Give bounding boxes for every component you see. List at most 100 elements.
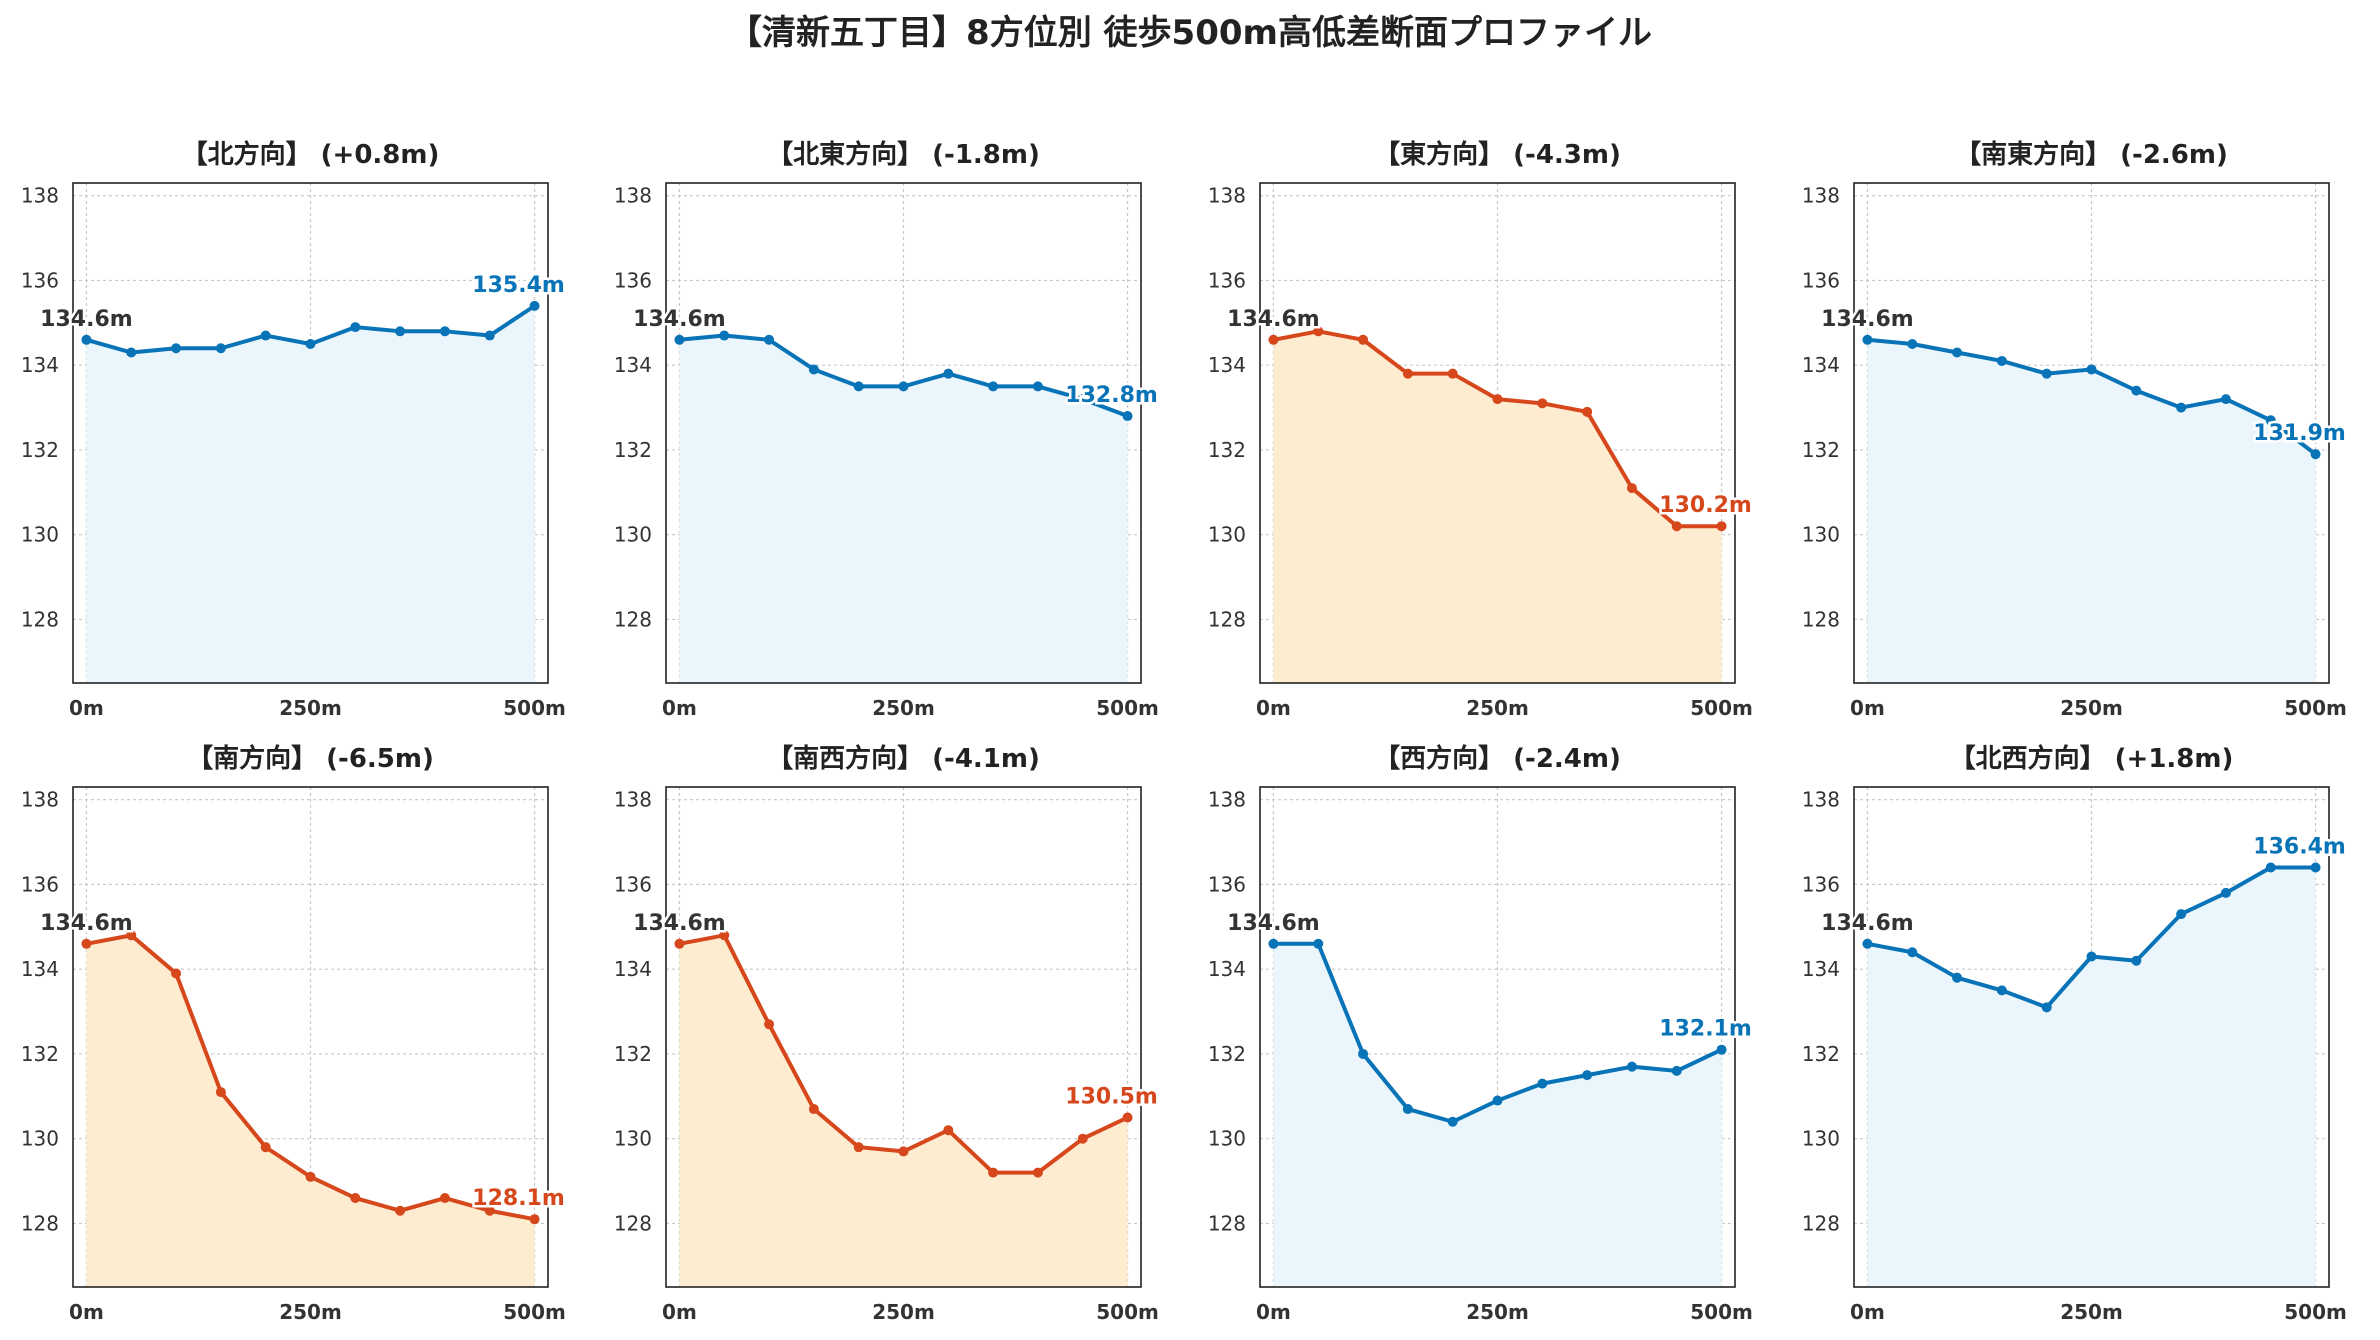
profile-point	[1671, 521, 1682, 532]
profile-point	[529, 1214, 540, 1225]
profile-point	[1077, 1133, 1088, 1144]
profile-point	[305, 1171, 316, 1182]
profile-point	[1716, 1044, 1727, 1055]
x-tick-label: 0m	[69, 1300, 104, 1324]
profile-point	[2131, 955, 2142, 966]
y-tick-label: 134	[614, 957, 652, 981]
x-tick-label: 500m	[503, 1300, 566, 1324]
profile-point	[215, 343, 226, 354]
profile-point	[81, 334, 92, 345]
y-tick-label: 138	[21, 184, 59, 208]
profile-area	[1867, 339, 2316, 683]
profile-point	[1907, 339, 1918, 350]
profile-point	[1492, 1095, 1503, 1106]
y-tick-label: 136	[1802, 872, 1840, 896]
profile-point	[2041, 368, 2052, 379]
x-tick-label: 0m	[662, 696, 697, 720]
start-elevation-label: 134.6m	[40, 911, 133, 936]
end-elevation-label: 130.2m	[1659, 493, 1752, 518]
profile-point	[1671, 1065, 1682, 1076]
profile-point	[484, 330, 495, 341]
profile-point	[2220, 887, 2231, 898]
y-tick-label: 130	[1208, 1127, 1246, 1151]
profile-point	[2310, 862, 2321, 873]
x-tick-label: 500m	[1096, 1300, 1159, 1324]
y-tick-label: 128	[1802, 1211, 1840, 1235]
profile-point	[1313, 938, 1324, 949]
profile-area	[86, 305, 535, 683]
end-elevation-label: 132.8m	[1065, 383, 1158, 408]
profile-area	[86, 935, 535, 1287]
profile-point	[1996, 355, 2007, 366]
x-tick-label: 0m	[662, 1300, 697, 1324]
panel-title: 【南東方向】 (-2.6m)	[1955, 139, 2228, 170]
y-tick-label: 136	[1208, 268, 1246, 292]
y-tick-label: 132	[21, 1042, 59, 1066]
figure-title: 【清新五丁目】8方位別 徒歩500m高低差断面プロファイル	[728, 13, 1652, 53]
plot-frame	[72, 786, 549, 1288]
profile-point	[719, 930, 730, 941]
x-tick-label: 500m	[1690, 696, 1753, 720]
y-tick-label: 128	[614, 1211, 652, 1235]
panel-title: 【北方向】 (+0.8m)	[182, 139, 440, 170]
plot-frame	[1853, 786, 2330, 1288]
y-tick-label: 134	[1208, 957, 1246, 981]
x-tick-label: 500m	[1096, 696, 1159, 720]
plot-frame	[72, 182, 549, 684]
profile-point	[260, 330, 271, 341]
y-tick-label: 130	[21, 523, 59, 547]
start-elevation-label: 134.6m	[633, 911, 726, 936]
profile-point	[81, 938, 92, 949]
y-tick-label: 138	[1802, 788, 1840, 812]
profile-point	[395, 1205, 406, 1216]
profile-point	[1358, 334, 1369, 345]
x-tick-label: 250m	[2060, 1300, 2123, 1324]
profile-point	[1862, 938, 1873, 949]
x-tick-label: 0m	[69, 696, 104, 720]
x-tick-label: 500m	[503, 696, 566, 720]
profile-panel: 【北方向】 (+0.8m) 128 130 132 134 136 138 0m 250m 500…	[21, 139, 568, 720]
profile-area	[1273, 331, 1722, 683]
panel-title: 【北東方向】 (-1.8m)	[767, 139, 1040, 170]
profile-point	[808, 1104, 819, 1115]
profile-point	[215, 1087, 226, 1098]
y-tick-label: 132	[1208, 1042, 1246, 1066]
profile-point	[1492, 394, 1503, 405]
profile-point	[2086, 951, 2097, 962]
y-tick-label: 130	[1208, 523, 1246, 547]
profile-point	[350, 322, 361, 333]
profile-point	[1537, 398, 1548, 409]
y-tick-label: 130	[21, 1127, 59, 1151]
start-elevation-label: 134.6m	[1821, 307, 1914, 332]
profile-point	[171, 343, 182, 354]
profile-panel: 【南東方向】 (-2.6m) 128 130 132 134 136 138 0m 250m 50…	[1802, 139, 2349, 720]
y-tick-label: 136	[1208, 872, 1246, 896]
panel-title: 【北西方向】 (+1.8m)	[1950, 743, 2234, 774]
profile-point	[2176, 402, 2187, 413]
profile-point	[764, 334, 775, 345]
profile-point	[764, 1019, 775, 1030]
panel-title: 【西方向】 (-2.4m)	[1374, 743, 1621, 774]
y-tick-label: 134	[1208, 353, 1246, 377]
profile-area	[1273, 943, 1722, 1287]
profile-area	[679, 935, 1128, 1287]
profile-point	[988, 381, 999, 392]
profile-point	[1582, 406, 1593, 417]
y-tick-label: 130	[1802, 1127, 1840, 1151]
y-tick-label: 128	[21, 1211, 59, 1235]
y-tick-label: 136	[1802, 268, 1840, 292]
plot-frame	[1853, 182, 2330, 684]
end-elevation-label: 128.1m	[472, 1186, 565, 1211]
profile-point	[853, 1142, 864, 1153]
profile-point	[1952, 972, 1963, 983]
profile-point	[529, 300, 540, 311]
y-tick-label: 132	[1802, 438, 1840, 462]
profile-point	[305, 339, 316, 350]
profile-area	[679, 335, 1128, 683]
profile-point	[171, 968, 182, 979]
y-tick-label: 136	[614, 872, 652, 896]
profile-panel: 【南西方向】 (-4.1m) 128 130 132 134 136 138 0m 250m 50…	[614, 743, 1161, 1324]
plot-frame	[1259, 182, 1736, 684]
profile-point	[439, 326, 450, 337]
y-tick-label: 138	[1208, 788, 1246, 812]
